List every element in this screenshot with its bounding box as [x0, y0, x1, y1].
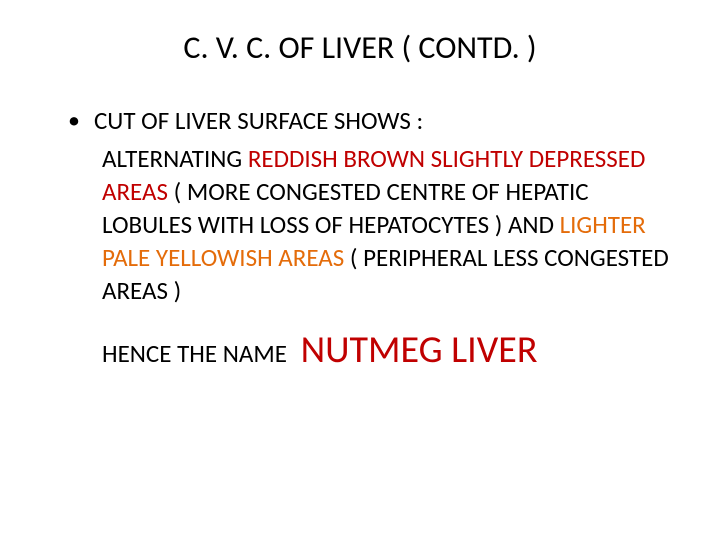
body-paragraph: ALTERNATING REDDISH BROWN SLIGHTLY DEPRE… — [68, 142, 670, 307]
hence-line: HENCE THE NAME NUTMEG LIVER — [68, 327, 670, 373]
body-part-2: ( MORE CONGESTED CENTRE OF HEPATIC LOBUL… — [102, 176, 589, 240]
bullet-intro-text: CUT OF LIVER SURFACE SHOWS : — [94, 105, 423, 138]
bullet-marker: • — [68, 105, 80, 136]
content-area: • CUT OF LIVER SURFACE SHOWS : ALTERNATI… — [50, 105, 670, 373]
bullet-line: • CUT OF LIVER SURFACE SHOWS : — [68, 105, 670, 138]
hence-text: HENCE THE NAME — [102, 338, 293, 369]
slide-title: C. V. C. OF LIVER ( CONTD. ) — [50, 28, 670, 67]
nutmeg-label: NUTMEG LIVER — [301, 327, 538, 373]
body-part-1: ALTERNATING — [102, 143, 248, 174]
